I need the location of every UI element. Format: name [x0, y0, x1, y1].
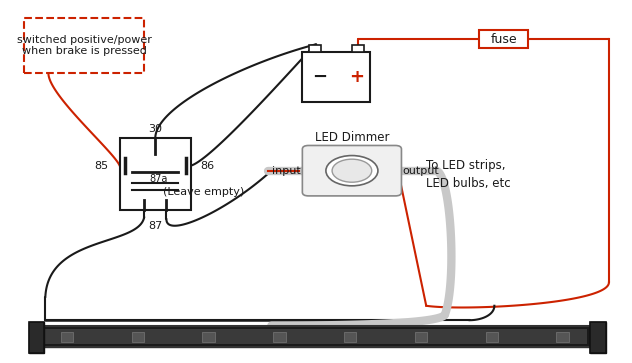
- Bar: [485, 332, 498, 342]
- Text: 87a: 87a: [149, 174, 167, 184]
- Text: 30: 30: [149, 124, 162, 134]
- Bar: [590, 322, 606, 352]
- Bar: [352, 45, 364, 52]
- Bar: [308, 45, 321, 52]
- Bar: [590, 322, 606, 352]
- Bar: [36, 326, 593, 347]
- Circle shape: [332, 159, 372, 182]
- Circle shape: [326, 156, 378, 186]
- Text: −: −: [312, 68, 327, 86]
- Bar: [479, 30, 528, 48]
- Bar: [302, 52, 370, 102]
- Bar: [556, 332, 569, 342]
- Text: LED Dimmer: LED Dimmer: [315, 131, 389, 144]
- Bar: [344, 332, 356, 342]
- Text: output: output: [403, 166, 439, 176]
- Bar: [28, 322, 44, 352]
- Bar: [202, 332, 215, 342]
- Text: fuse: fuse: [490, 33, 517, 46]
- Text: switched positive/power
when brake is pressed: switched positive/power when brake is pr…: [16, 35, 152, 56]
- Bar: [415, 332, 427, 342]
- FancyBboxPatch shape: [302, 146, 401, 196]
- Text: 85: 85: [94, 161, 109, 171]
- Text: +: +: [349, 68, 365, 86]
- Bar: [61, 332, 73, 342]
- Bar: [36, 326, 593, 347]
- Bar: [28, 322, 44, 352]
- Text: 87: 87: [148, 221, 162, 231]
- Bar: [42, 329, 587, 344]
- Text: (Leave empty): (Leave empty): [162, 187, 244, 197]
- FancyBboxPatch shape: [23, 17, 145, 73]
- Bar: [131, 332, 144, 342]
- Text: input: input: [272, 166, 301, 176]
- Text: To LED strips,
LED bulbs, etc: To LED strips, LED bulbs, etc: [426, 159, 511, 190]
- Bar: [273, 332, 286, 342]
- Text: 86: 86: [200, 161, 214, 171]
- Bar: [119, 138, 191, 210]
